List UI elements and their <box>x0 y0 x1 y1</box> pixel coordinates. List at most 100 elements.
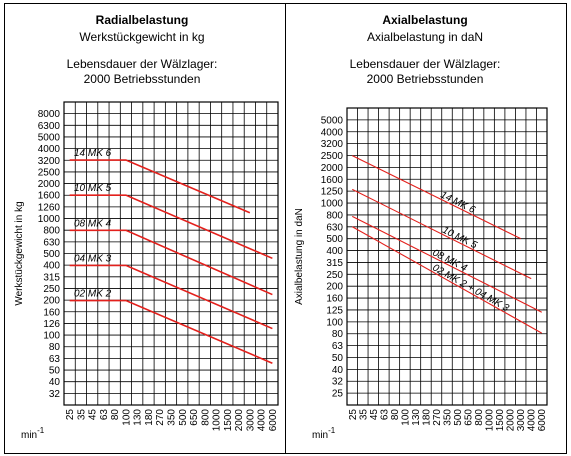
x-tick-label: 130 <box>411 409 422 426</box>
x-tick-label: 63 <box>99 409 110 421</box>
y-tick-label: 40 <box>332 365 344 376</box>
axial-load-chart: Axialbelastung Axialbelastung in daN Leben… <box>294 13 548 441</box>
y-tick-label: 800 <box>43 226 60 237</box>
x-tick-label: 1000 <box>212 409 223 432</box>
series-line <box>69 159 251 214</box>
x-unit-label: min-1 <box>21 426 45 441</box>
panel-divider <box>285 3 286 454</box>
series-line <box>352 155 521 240</box>
chart-title: Axialbelastung <box>382 13 467 27</box>
x-tick-label: 45 <box>88 409 99 421</box>
x-tick-label: 80 <box>110 409 121 421</box>
y-tick-label: 160 <box>43 307 60 318</box>
x-tick-label: 350 <box>167 409 178 426</box>
y-tick-label: 1250 <box>321 187 344 198</box>
y-tick-label: 5000 <box>38 132 61 143</box>
y-tick-label: 400 <box>326 246 343 257</box>
y-tick-label: 800 <box>326 210 343 221</box>
series-line <box>352 188 532 280</box>
x-tick-label: 2000 <box>234 409 245 432</box>
y-tick-label: 100 <box>326 317 343 328</box>
chart-subtitle: Axialbelastung in daN <box>367 30 483 44</box>
y-tick-label: 160 <box>326 294 343 305</box>
y-tick-label: 315 <box>326 258 343 269</box>
series-label: 08 MK 4 <box>74 218 112 229</box>
y-tick-label: 63 <box>332 341 344 352</box>
y-tick-label: 80 <box>332 329 344 340</box>
x-tick-label: 100 <box>121 409 132 426</box>
plot-frame <box>63 101 279 406</box>
chart-title: Radialbelastung <box>96 13 189 27</box>
x-tick-label: 650 <box>464 409 475 426</box>
y-tick-label: 6300 <box>38 121 61 132</box>
x-tick-label: 35 <box>76 409 87 421</box>
y-tick-label: 3200 <box>38 156 61 167</box>
y-tick-label: 500 <box>326 234 343 245</box>
y-tick-label: 4000 <box>38 144 61 155</box>
x-unit-exponent: -1 <box>37 426 45 435</box>
y-tick-label: 2500 <box>38 167 61 178</box>
x-unit-exponent: -1 <box>328 426 336 435</box>
y-tick-label: 63 <box>49 354 61 365</box>
x-tick-label: 650 <box>189 409 200 426</box>
x-tick-label: 100 <box>400 409 411 426</box>
x-tick-label: 180 <box>421 409 432 426</box>
series-label: 04 MK 3 <box>74 253 112 264</box>
y-tick-label: 50 <box>49 366 61 377</box>
y-tick-label: 32 <box>332 377 344 388</box>
x-tick-label: 6000 <box>268 409 279 432</box>
chart-note-lifetime: Lebensdauer der Wälzlager: <box>67 57 218 71</box>
chart-note-hours: 2000 Betriebsstunden <box>367 72 484 86</box>
chart-note-lifetime: Lebensdauer der Wälzlager: <box>350 57 501 71</box>
y-tick-label: 80 <box>49 342 61 353</box>
y-tick-label: 100 <box>43 331 60 342</box>
y-tick-label: 4000 <box>321 127 344 138</box>
y-tick-label: 1000 <box>38 214 61 225</box>
chart-subtitle: Werkstückgewicht in kg <box>79 30 204 44</box>
plot-frame <box>346 107 548 406</box>
x-unit-label: min-1 <box>312 426 336 441</box>
y-tick-label: 1000 <box>321 199 344 210</box>
y-axis-label: Werkstückgewicht in kg <box>14 201 25 305</box>
x-tick-label: 800 <box>474 409 485 426</box>
x-tick-label: 63 <box>379 409 390 421</box>
y-tick-label: 125 <box>326 305 343 316</box>
x-tick-label: 4000 <box>527 409 538 432</box>
y-tick-label: 32 <box>49 389 61 400</box>
y-tick-label: 1260 <box>38 202 61 213</box>
series-label: 02 MK 2 + 04 MK 3 <box>430 262 511 314</box>
series-line <box>69 264 273 330</box>
x-tick-label: 45 <box>369 409 380 421</box>
chart-note-hours: 2000 Betriebsstunden <box>84 72 201 86</box>
series-line <box>69 229 273 296</box>
x-tick-label: 1000 <box>485 409 496 432</box>
series-label: 02 MK 2 <box>74 289 112 300</box>
x-tick-label: 1500 <box>495 409 506 432</box>
y-tick-label: 3200 <box>321 139 344 150</box>
y-tick-label: 2500 <box>321 151 344 162</box>
y-tick-label: 8000 <box>38 109 61 120</box>
x-tick-label: 500 <box>453 409 464 426</box>
y-tick-label: 500 <box>43 249 60 260</box>
x-tick-label: 800 <box>200 409 211 426</box>
series-line <box>352 215 542 313</box>
y-tick-label: 630 <box>43 237 60 248</box>
x-tick-label: 180 <box>144 409 155 426</box>
x-tick-label: 3000 <box>516 409 527 432</box>
x-tick-label: 2000 <box>506 409 517 432</box>
y-tick-label: 2000 <box>38 179 61 190</box>
x-tick-label: 500 <box>178 409 189 426</box>
y-tick-label: 25 <box>332 389 344 400</box>
x-tick-label: 80 <box>390 409 401 421</box>
x-tick-label: 25 <box>348 409 359 421</box>
x-tick-label: 270 <box>432 409 443 426</box>
y-tick-label: 126 <box>43 319 60 330</box>
series-label: 14 MK 6 <box>74 148 112 159</box>
x-tick-label: 4000 <box>257 409 268 432</box>
x-tick-label: 1500 <box>223 409 234 432</box>
series-line <box>351 226 543 334</box>
series-line <box>69 194 273 260</box>
x-tick-label: 350 <box>443 409 454 426</box>
y-axis-label: Axialbelastung in daN <box>294 208 305 305</box>
